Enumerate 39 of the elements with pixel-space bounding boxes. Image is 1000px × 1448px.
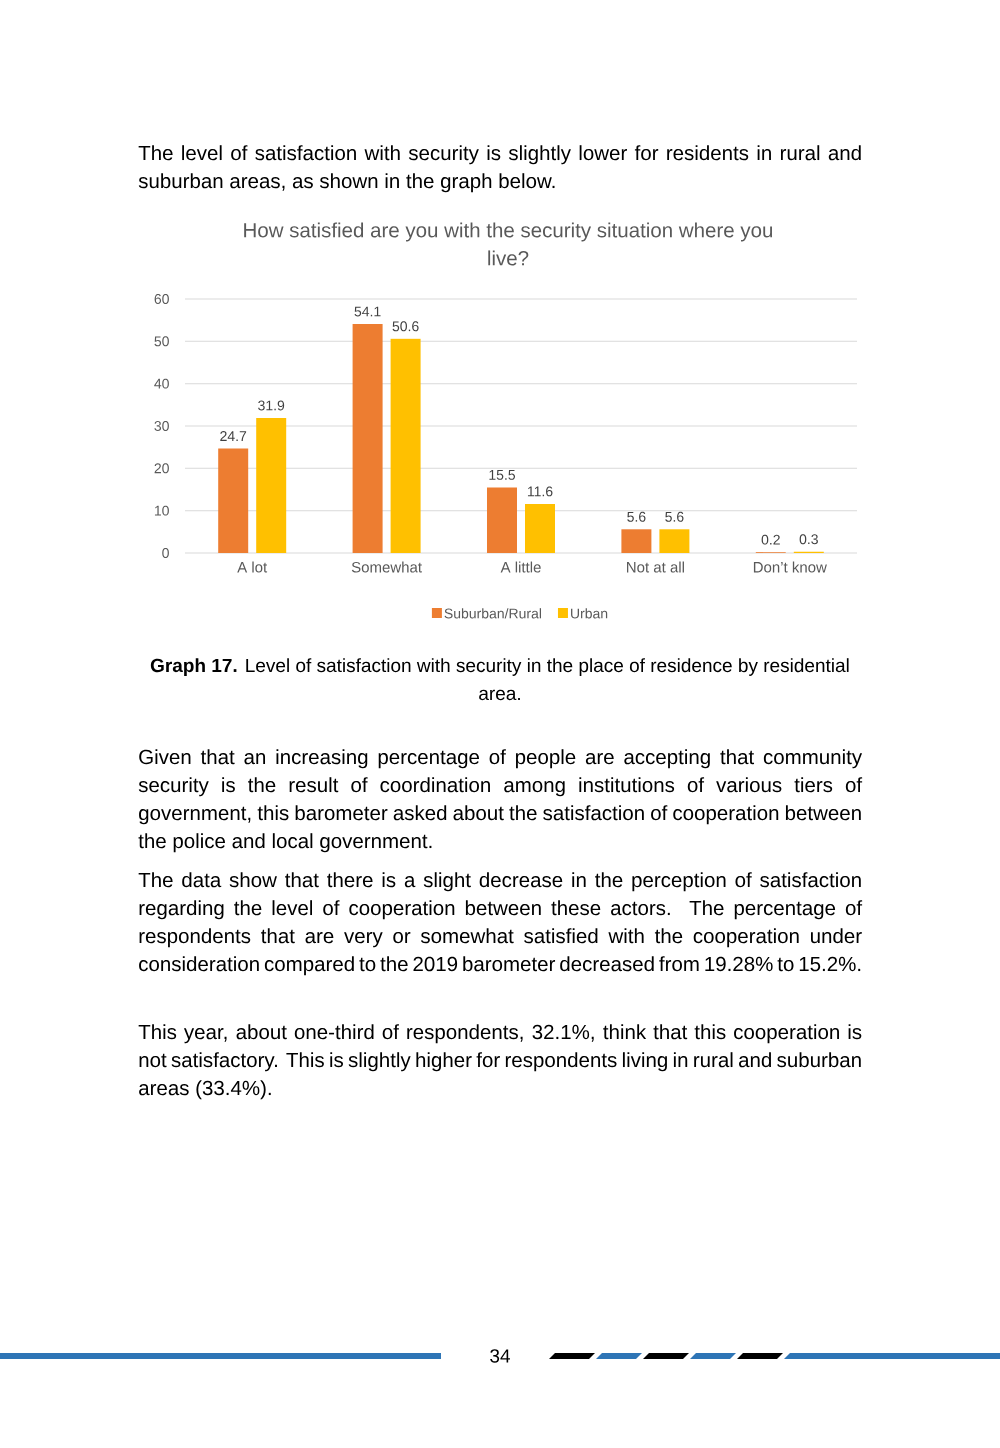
- y-tick-label: 30: [154, 421, 169, 431]
- legend-label: Suburban/Rural: [444, 608, 542, 619]
- bar: [621, 529, 652, 553]
- y-tick-label: 50: [154, 336, 169, 347]
- data-label: 5.6: [627, 511, 646, 522]
- data-label: 24.7: [220, 431, 247, 441]
- bar: [659, 529, 690, 553]
- text: 34: [490, 1349, 510, 1363]
- x-tick-label: Not at all: [627, 561, 684, 573]
- data-label: 11.6: [527, 486, 553, 497]
- text: Graph 17. Level of satisfaction with security in the place of residence by residential area.: [150, 658, 849, 701]
- y-tick-label: 20: [154, 463, 169, 474]
- data-label: 50.6: [392, 321, 419, 332]
- bar: [390, 338, 421, 553]
- bar: [352, 323, 383, 553]
- x-tick-label: Don’t know: [753, 561, 827, 573]
- data-label: 0.3: [799, 534, 818, 545]
- bar: [525, 503, 555, 553]
- data-label: 5.6: [665, 511, 684, 522]
- text: This year, about one-third of respondents, 32.1%, think that this cooperation is not satisfactory. This is slightly higher for respondents living in rural and suburban areas (33.4%).: [138, 1024, 862, 1100]
- bar: [256, 417, 287, 553]
- bar: [218, 448, 249, 553]
- chart-title: How satisfied are you with the security situation where you live?: [244, 222, 773, 266]
- data-label: 54.1: [354, 306, 381, 317]
- y-tick-label: 40: [154, 378, 169, 389]
- bar: [487, 487, 517, 553]
- data-label: 31.9: [258, 400, 285, 411]
- text: Given that an increasing percentage of people are accepting that community security is the result of coordination among institutions of various tiers of government, this barometer asked about the satisfaction of cooperation between the police and local government.: [138, 749, 863, 853]
- data-label: 15.5: [489, 470, 516, 480]
- x-tick-label: Somewhat: [351, 561, 422, 573]
- text: The level of satisfaction with security is slightly lower for residents in rural and suburban areas, as shown in the graph below.: [138, 145, 861, 193]
- data-label: 0.2: [761, 534, 780, 545]
- y-tick-label: 10: [154, 505, 169, 516]
- legend-label: Urban: [571, 608, 608, 619]
- y-tick-label: 60: [154, 294, 169, 304]
- text: The data show that there is a slight decrease in the perception of satisfaction regarding the level of cooperation between these actors. The percentage of respondents that are very or somewhat satisfied with the cooperation under consideration compared to the 2019 barometer decreased from 19.28% to 15.2%.: [138, 872, 863, 976]
- x-tick-label: A little: [500, 561, 541, 573]
- x-tick-label: A lot: [237, 561, 268, 573]
- y-tick-label: 0: [162, 548, 169, 558]
